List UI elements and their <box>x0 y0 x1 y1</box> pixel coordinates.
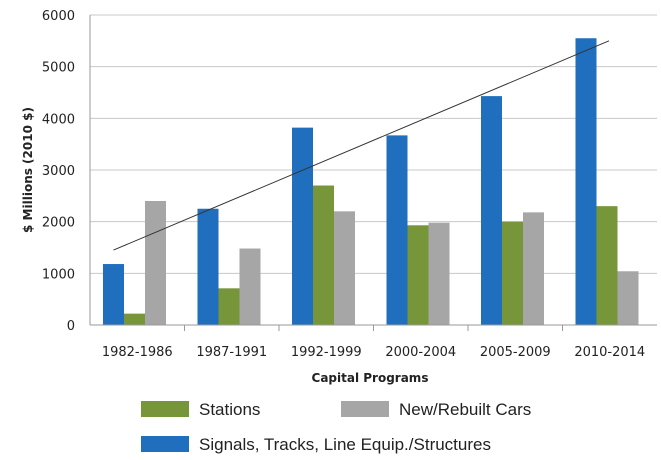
bar-signals <box>197 208 219 325</box>
legend-label: Signals, Tracks, Line Equip./Structures <box>199 435 491 454</box>
bar-stations <box>596 206 618 325</box>
y-tick-labels: 0 1000 2000 3000 4000 5000 6000 <box>42 9 75 334</box>
x-tick-label: 1982-1986 <box>102 345 173 360</box>
y-tick-label: 6000 <box>42 9 75 24</box>
x-axis-title: Capital Programs <box>312 371 429 385</box>
bar-cars <box>145 201 166 325</box>
y-tick-label: 0 <box>67 319 75 334</box>
x-tick-label: 1987-1991 <box>196 345 267 360</box>
y-axis-title: $ Millions (2010 $) <box>21 107 35 233</box>
bar-stations <box>313 185 334 325</box>
legend-label: Stations <box>199 400 260 419</box>
y-tick-label: 2000 <box>42 216 75 231</box>
bar-signals <box>103 264 124 325</box>
bar-stations <box>407 225 429 325</box>
x-tick-label: 2005-2009 <box>480 345 551 360</box>
x-tick-label: 2000-2004 <box>385 345 456 360</box>
legend: Stations New/Rebuilt Cars Signals, Tracks,… <box>141 400 531 454</box>
x-tick-label: 2010-2014 <box>574 345 645 360</box>
y-tick-label: 3000 <box>42 164 75 179</box>
legend-item: Signals, Tracks, Line Equip./Structures <box>141 435 491 454</box>
bar-cars <box>334 211 355 325</box>
bar-cars <box>428 222 450 325</box>
y-tick-label: 1000 <box>42 267 75 282</box>
legend-label: New/Rebuilt Cars <box>399 400 531 419</box>
x-tick-labels: 1982-1986 1987-1991 1992-1999 2000-2004 2005… <box>102 345 645 360</box>
legend-swatch <box>341 401 389 417</box>
legend-item: New/Rebuilt Cars <box>341 400 531 419</box>
y-tick-label: 5000 <box>42 61 75 76</box>
y-tick-label: 4000 <box>42 112 75 127</box>
bar-signals <box>481 96 502 325</box>
x-tick-label: 1992-1999 <box>291 345 362 360</box>
bar-cars <box>239 248 261 325</box>
legend-item: Stations <box>141 400 260 419</box>
bar-stations <box>124 313 145 325</box>
bar-signals <box>292 127 313 325</box>
legend-swatch <box>141 436 189 452</box>
trend-line <box>113 40 610 251</box>
gridlines <box>90 14 657 274</box>
bar-signals <box>575 38 597 325</box>
bar-stations <box>218 288 240 325</box>
bar-signals <box>386 135 408 325</box>
bar-stations <box>502 221 523 325</box>
bars <box>103 38 639 325</box>
bar-cars <box>523 212 544 325</box>
trendline <box>113 40 610 251</box>
bar-cars <box>617 271 639 325</box>
axes <box>89 15 657 331</box>
legend-swatch <box>141 401 189 417</box>
